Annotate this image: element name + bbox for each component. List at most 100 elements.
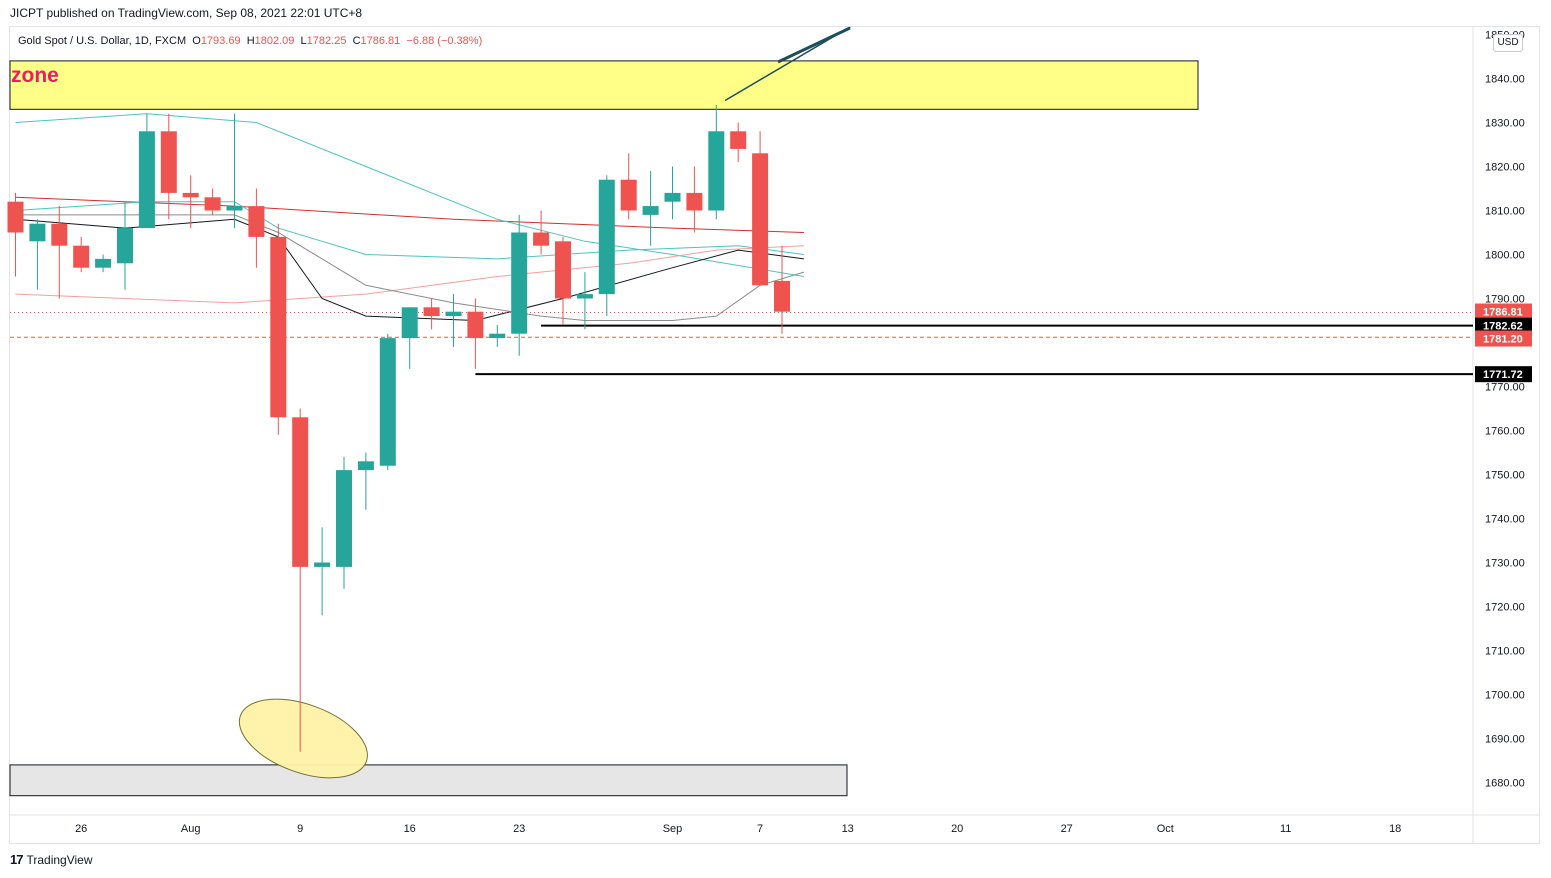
price-tick-label: 1680.00 — [1485, 778, 1525, 790]
candle-body — [336, 470, 352, 567]
time-tick-label: 7 — [757, 823, 763, 835]
candle-body — [248, 206, 265, 237]
time-tick-label: Oct — [1157, 823, 1174, 835]
price-tick-label: 1710.00 — [1485, 646, 1525, 658]
wick-highlight-ellipse — [238, 698, 368, 779]
price-tick-label: 1790.00 — [1485, 294, 1525, 306]
resistance-zone-label: zone — [11, 64, 59, 87]
price-axis-label-bg — [1475, 366, 1532, 383]
close-value: 1786.81 — [360, 35, 401, 47]
high-value: 1802.09 — [254, 35, 295, 47]
price-tick-label: 1700.00 — [1485, 690, 1525, 702]
candle-body — [292, 417, 309, 567]
time-tick-label: Aug — [181, 823, 201, 835]
currency-button[interactable]: USD — [1493, 34, 1523, 52]
candle-body — [467, 311, 484, 339]
close-label: C — [352, 35, 361, 47]
candle-body — [29, 223, 46, 242]
price-tick-label: 1760.00 — [1485, 426, 1525, 438]
moving-average-1 — [15, 196, 804, 233]
candle-body — [620, 179, 637, 211]
open-value: 1793.69 — [200, 35, 241, 47]
time-tick-label: 27 — [1061, 823, 1073, 835]
price-axis-label-bg — [1475, 317, 1532, 334]
low-label: L — [300, 35, 307, 47]
resistance-zone — [9, 60, 1199, 110]
price-tick-label: 1820.00 — [1485, 162, 1525, 174]
moving-average-2 — [15, 113, 804, 277]
price-tick-label: 1810.00 — [1485, 206, 1525, 218]
trend-line-thick — [777, 26, 851, 64]
candle-body — [730, 131, 747, 149]
price-tick-label: 1740.00 — [1485, 514, 1525, 526]
candle-body — [117, 228, 133, 264]
candle-body — [7, 201, 24, 233]
time-tick-label: 9 — [297, 823, 303, 835]
low-value: 1782.25 — [306, 35, 347, 47]
candle-body — [270, 236, 287, 418]
candle-body — [95, 258, 112, 268]
candle-body — [445, 311, 462, 317]
support-zone — [9, 764, 848, 797]
symbol-name: Gold Spot / U.S. Dollar, 1D, FXCM — [18, 35, 187, 47]
price-tick-label: 1800.00 — [1485, 250, 1525, 262]
price-axis-label-bg — [1475, 330, 1532, 347]
moving-average-4 — [15, 245, 804, 304]
candle-body — [401, 307, 418, 339]
time-tick-label: 26 — [75, 823, 87, 835]
price-axis-label: 1771.72 — [1483, 369, 1523, 381]
tradingview-logo-icon: 17 — [10, 852, 24, 867]
candle-body — [642, 206, 659, 215]
time-tick-label: 20 — [951, 823, 963, 835]
candle-body — [576, 294, 593, 299]
time-tick-label: 18 — [1389, 823, 1401, 835]
time-tick-label: 16 — [404, 823, 416, 835]
candle-body — [489, 333, 506, 339]
candle-body — [182, 192, 199, 198]
moving-average-3 — [15, 201, 804, 260]
high-label: H — [246, 35, 255, 47]
open-label: O — [192, 35, 201, 47]
candle-body — [555, 241, 571, 299]
time-tick-label: Sep — [663, 823, 683, 835]
moving-average-6 — [15, 214, 805, 321]
candle-body — [533, 232, 550, 246]
candle-body — [379, 338, 396, 466]
time-tick-label: 13 — [842, 823, 854, 835]
price-tick-label: 1840.00 — [1485, 74, 1525, 86]
price-tick-label: 1720.00 — [1485, 602, 1525, 614]
candle-body — [774, 280, 790, 312]
candle-body — [686, 192, 703, 211]
candle-body — [423, 307, 440, 317]
tradingview-logo-text: TradingView — [26, 852, 93, 867]
time-tick-label: 11 — [1280, 823, 1291, 835]
tradingview-logo[interactable]: 17 TradingView — [10, 852, 93, 867]
price-tick-label: 1690.00 — [1485, 734, 1525, 746]
moving-average-5 — [15, 218, 804, 322]
candle-body — [204, 197, 221, 211]
candle-body — [51, 223, 68, 246]
candle-body — [511, 232, 528, 334]
candle-body — [226, 206, 243, 211]
change-value: −6.88 (−0.38%) — [406, 35, 483, 47]
candle-body — [357, 461, 374, 471]
price-axis-label: 1781.20 — [1483, 334, 1523, 346]
price-axis-label: 1782.62 — [1483, 321, 1523, 333]
time-tick-label: 23 — [513, 823, 525, 835]
candle-body — [664, 192, 681, 202]
price-tick-label: 1750.00 — [1485, 470, 1525, 482]
candle-body — [752, 153, 769, 286]
price-tick-label: 1770.00 — [1485, 382, 1525, 394]
chart-frame[interactable] — [9, 26, 1540, 844]
candle-body — [73, 245, 90, 268]
candle-body — [598, 179, 615, 295]
candle-body — [138, 131, 155, 229]
price-axis-label: 1786.81 — [1483, 307, 1523, 319]
price-tick-label: 1730.00 — [1485, 558, 1525, 570]
publisher-header: JICPT published on TradingView.com, Sep … — [10, 6, 363, 20]
candle-body — [160, 131, 177, 193]
candle-body — [708, 131, 725, 211]
price-tick-label: 1830.00 — [1485, 118, 1525, 130]
symbol-info: Gold Spot / U.S. Dollar, 1D, FXCM O1793.… — [18, 35, 482, 47]
